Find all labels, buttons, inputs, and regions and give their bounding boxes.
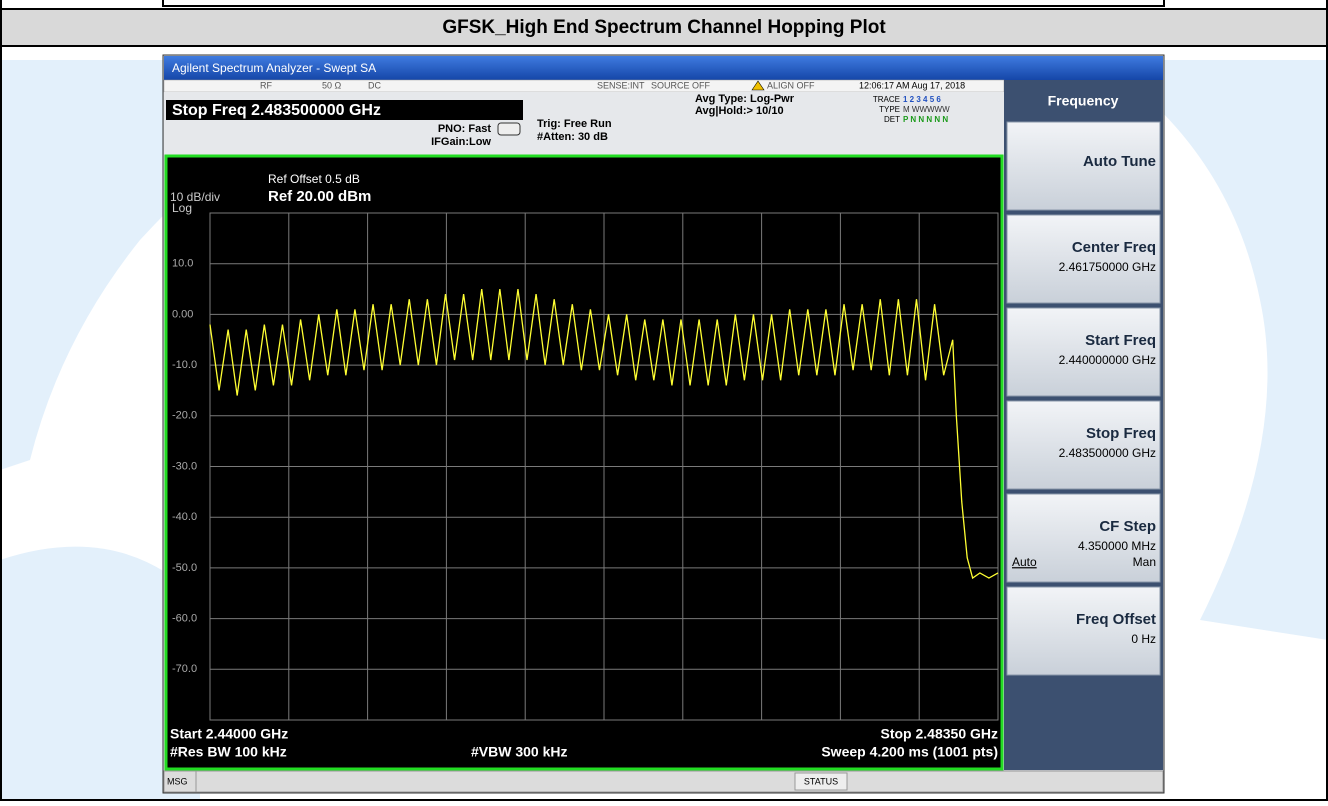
- y-tick-label: -20.0: [172, 410, 197, 422]
- status-item: RF: [260, 80, 272, 90]
- softkey-label: Start Freq: [1085, 332, 1156, 349]
- status-label: STATUS: [804, 776, 838, 786]
- vbw: #VBW 300 kHz: [471, 744, 567, 760]
- ref-level: Ref 20.00 dBm: [268, 188, 371, 205]
- softkey[interactable]: [1006, 400, 1161, 490]
- sweep: Sweep 4.200 ms (1001 pts): [821, 744, 998, 760]
- pno-icon: [497, 122, 521, 136]
- scale: 10 dB/div: [170, 190, 220, 204]
- status-item: SENSE:INT: [597, 80, 645, 90]
- trig: Trig: Free Run: [537, 118, 612, 130]
- header-bg: [2, 10, 1326, 45]
- plot-area: [164, 154, 1004, 771]
- pno: PNO: Fast: [438, 123, 492, 135]
- warning-icon: [751, 80, 765, 91]
- softkey[interactable]: [1006, 121, 1161, 211]
- y-tick-label: -10.0: [172, 359, 197, 371]
- softkey-value: 2.461750000 GHz: [1059, 260, 1156, 274]
- active-function: Stop Freq 2.483500000 GHz: [172, 102, 381, 119]
- softkey-label: Freq Offset: [1076, 611, 1156, 628]
- header-title: GFSK_High End Spectrum Channel Hopping P…: [442, 17, 886, 38]
- ref-offset: Ref Offset 0.5 dB: [268, 172, 360, 186]
- trace-row: M WWWWW: [903, 105, 950, 114]
- title-bar: [164, 56, 1163, 80]
- msg: MSG: [167, 776, 188, 786]
- y-tick-label: -30.0: [172, 460, 197, 472]
- trace-row: 1 2 3 4 5 6: [903, 95, 941, 104]
- avg-type: Avg Type: Log-Pwr: [695, 93, 795, 105]
- softkey[interactable]: [1006, 214, 1161, 304]
- y-tick-label: -40.0: [172, 511, 197, 523]
- softkey-value: 2.440000000 GHz: [1059, 353, 1156, 367]
- y-tick-label: -50.0: [172, 562, 197, 574]
- softkey-value: 4.350000 MHz: [1078, 539, 1156, 553]
- scale-type: Log: [172, 201, 192, 215]
- status-item: ALIGN OFF: [767, 80, 815, 90]
- softkey-label: Auto Tune: [1083, 153, 1156, 170]
- y-tick-label: 0.00: [172, 308, 193, 320]
- softkey-option: Man: [1133, 555, 1156, 569]
- status-bar: [163, 770, 1164, 793]
- softkey-value: 2.483500000 GHz: [1059, 446, 1156, 460]
- softkey-option: Auto: [1012, 555, 1037, 569]
- status-item: 12:06:17 AM Aug 17, 2018: [859, 80, 965, 90]
- softkey[interactable]: [1006, 586, 1161, 676]
- ifgain: IFGain:Low: [431, 136, 491, 148]
- stop-freq: Stop 2.48350 GHz: [881, 726, 999, 742]
- softkey[interactable]: [1006, 493, 1161, 583]
- trace-row: P N N N N N: [903, 115, 948, 124]
- status-item: 50 Ω: [322, 80, 342, 90]
- softkey-label: Stop Freq: [1086, 425, 1156, 442]
- y-tick-label: -60.0: [172, 613, 197, 625]
- watermark: [0, 60, 1328, 800]
- softkey-label: Center Freq: [1072, 239, 1156, 256]
- window-title: Agilent Spectrum Analyzer - Swept SA: [172, 61, 376, 75]
- trace-label: TYPE: [879, 105, 900, 114]
- y-tick-label: -70.0: [172, 663, 197, 675]
- trace: [209, 288, 999, 580]
- trace-label: DET: [884, 115, 900, 124]
- menu-title: Frequency: [1048, 93, 1119, 109]
- softkey[interactable]: [1006, 307, 1161, 397]
- atten: #Atten: 30 dB: [537, 131, 608, 143]
- avg-hold: Avg|Hold:> 10/10: [695, 105, 784, 117]
- status-box: [794, 772, 848, 791]
- status-item: SOURCE OFF: [651, 80, 711, 90]
- start-freq: Start 2.44000 GHz: [170, 726, 288, 742]
- status-item: DC: [368, 80, 381, 90]
- softkey-value: 0 Hz: [1131, 632, 1156, 646]
- rbw: #Res BW 100 kHz: [170, 744, 287, 760]
- softkey-label: CF Step: [1099, 518, 1156, 535]
- y-tick-label: 10.0: [172, 258, 193, 270]
- trace-label: TRACE: [873, 95, 900, 104]
- active-function-box: [166, 100, 523, 120]
